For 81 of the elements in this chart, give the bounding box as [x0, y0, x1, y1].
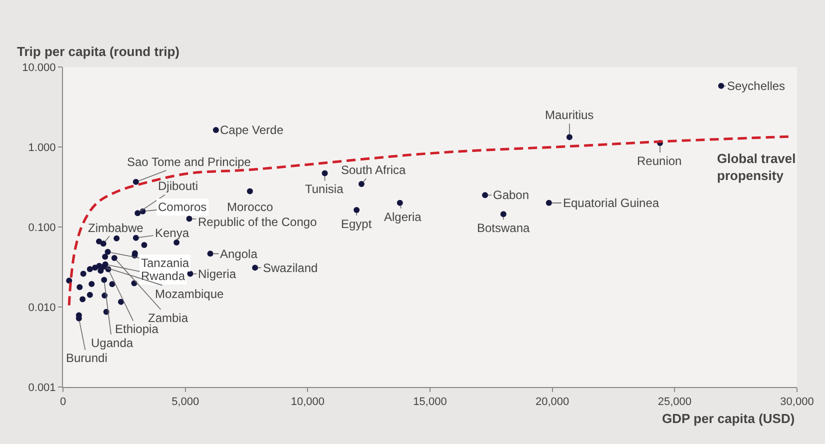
point: [102, 261, 108, 268]
y-tick-label: 0.001: [28, 382, 56, 394]
annotation: Comoros: [158, 200, 207, 214]
point: [80, 270, 86, 277]
y-tick-label: 1.000: [28, 142, 56, 154]
annotation: Tunisia: [305, 182, 344, 196]
y-tick-label: 10.000: [22, 62, 56, 74]
point: [246, 188, 253, 194]
point: [96, 238, 102, 244]
annotation: Zimbabwe: [88, 221, 144, 235]
annotation: Botswana: [477, 221, 530, 235]
point: [80, 296, 86, 302]
point: [212, 127, 219, 134]
series-label: Global travel propensity: [717, 151, 796, 183]
annotation: Gabon: [493, 188, 530, 202]
annotation: Ethiopia: [115, 322, 159, 336]
annotation: Uganda: [91, 336, 134, 350]
point: [358, 180, 364, 187]
annotation: Algeria: [384, 210, 422, 224]
point: [86, 266, 93, 272]
point: [134, 210, 141, 216]
y-tick-label: 0.100: [28, 222, 56, 234]
point: [86, 292, 93, 298]
annotation: Djibouti: [158, 179, 198, 193]
x-tick-label: 30,000: [780, 396, 814, 408]
annotation: Mauritius: [545, 108, 594, 122]
point: [102, 254, 108, 260]
point: [207, 250, 214, 257]
annotation: Egypt: [341, 217, 372, 231]
annotation: Angola: [220, 247, 258, 261]
point: [500, 211, 506, 218]
point: [322, 170, 328, 176]
annotation: Nigeria: [198, 267, 236, 281]
point: [252, 264, 258, 271]
point: [66, 278, 72, 284]
annotation: Equatorial Guinea: [563, 196, 660, 210]
annotation: Kenya: [155, 226, 190, 240]
annotation: Morocco: [227, 200, 274, 214]
y-axis-title: Trip per capita (round trip): [17, 44, 180, 59]
point: [114, 235, 120, 242]
annotation: Republic of the Congo: [198, 215, 318, 229]
point: [396, 200, 403, 206]
point: [76, 284, 83, 290]
x-tick-label: 20,000: [536, 396, 570, 408]
x-tick-label: 15,000: [413, 396, 447, 408]
point: [98, 268, 104, 274]
annotation: South Africa: [341, 163, 406, 177]
annotation: Sao Tome and Principe: [127, 155, 252, 169]
point: [104, 248, 111, 255]
point: [111, 254, 118, 261]
point: [88, 280, 95, 287]
x-tick-label: 25,000: [658, 396, 692, 408]
point: [546, 200, 552, 206]
annotation: Zambia: [148, 311, 188, 325]
point: [118, 298, 124, 305]
annotation: Mozambique: [155, 287, 224, 301]
point: [566, 134, 572, 140]
point: [109, 281, 116, 288]
annotation: Seychelles: [727, 79, 786, 93]
point: [354, 207, 360, 214]
annotation: Swaziland: [263, 261, 318, 275]
point: [718, 82, 724, 89]
annotation: Rwanda: [141, 269, 186, 283]
point: [186, 216, 192, 222]
point: [141, 242, 148, 248]
point: [482, 192, 488, 198]
point: [132, 178, 139, 185]
x-tick-label: 0: [60, 396, 66, 408]
point: [132, 234, 139, 241]
annotation: Reunion: [637, 154, 682, 168]
y-tick-label: 0.010: [28, 302, 56, 314]
annotation: Tanzania: [141, 256, 190, 270]
point: [101, 276, 108, 283]
annotation: Burundi: [66, 351, 108, 365]
x-tick-label: 5,000: [172, 396, 200, 408]
x-tick-label: 10,000: [290, 396, 324, 408]
x-axis-title: GDP per capita (USD): [662, 411, 795, 426]
point: [100, 240, 106, 247]
point: [174, 240, 180, 246]
point: [187, 270, 194, 277]
annotation: Cape Verde: [220, 123, 284, 137]
